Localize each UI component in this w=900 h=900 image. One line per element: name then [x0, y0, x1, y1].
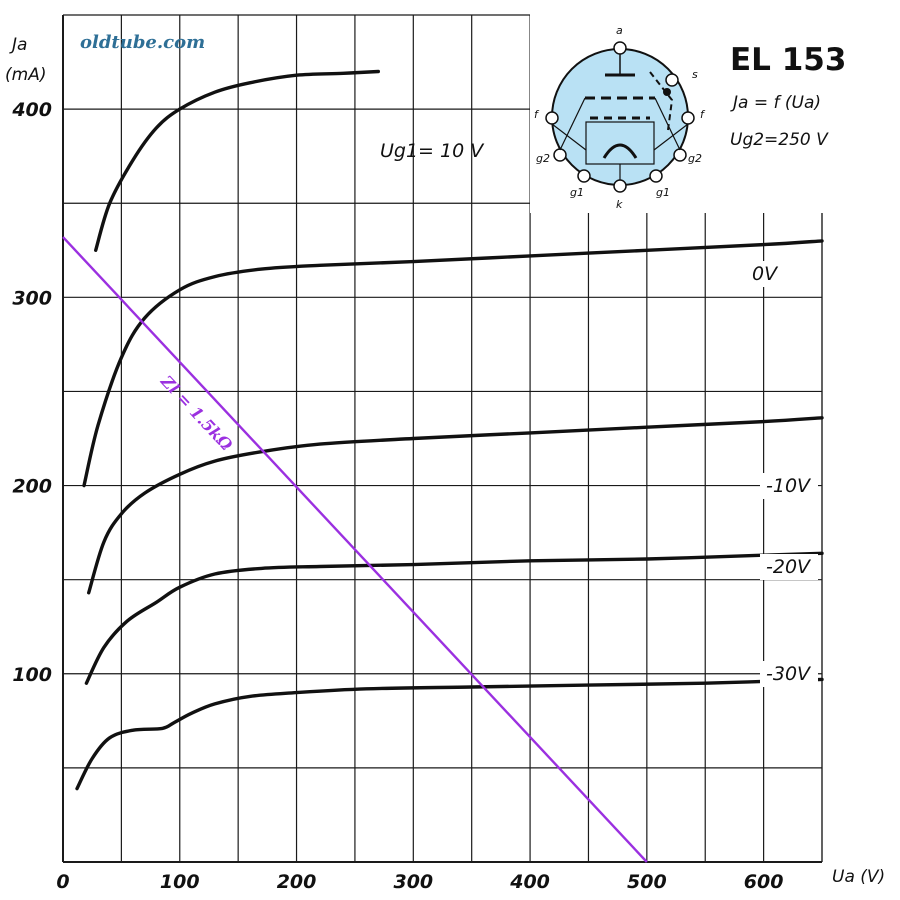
x-tick-label: 600 — [744, 871, 784, 893]
pin-label-s: s — [692, 68, 698, 81]
series-label-background — [746, 261, 804, 287]
legend-box: a s f f g2 g2 g1 g1 k EL 153 Ja = f (Ua)… — [530, 8, 860, 213]
series-line — [84, 551, 824, 685]
series-label: -10V — [766, 475, 812, 497]
x-tick-label: 300 — [393, 871, 433, 893]
series-line — [94, 69, 380, 252]
chart-title: EL 153 — [730, 42, 846, 78]
series-label: -20V — [766, 556, 812, 578]
pin-label-a: a — [616, 24, 623, 37]
pin-label-f-right: f — [700, 108, 706, 121]
series-label: Ug1= 10 V — [380, 140, 485, 162]
series-label: -30V — [766, 663, 812, 685]
x-tick-label: 0 — [56, 871, 69, 893]
load-line — [62, 236, 648, 863]
y-axis-unit: (mA) — [5, 65, 46, 85]
y-tick-label: 100 — [12, 664, 52, 686]
chart-subtitle-line1: Ja = f (Ua) — [730, 93, 821, 113]
x-tick-label: 400 — [509, 871, 550, 893]
series-line — [82, 239, 824, 488]
y-tick-label: 400 — [11, 99, 52, 121]
pin-label-g2-left: g2 — [536, 152, 550, 165]
series-line — [75, 677, 824, 791]
x-tick-label: 100 — [160, 871, 200, 893]
x-tick-label: 500 — [627, 871, 667, 893]
pin-label-f-left: f — [534, 108, 540, 121]
chart-subtitle-line2: Ug2=250 V — [730, 130, 829, 150]
load-line-label: Zl = 1.5kΩ — [156, 371, 236, 455]
x-tick-label: 200 — [277, 871, 317, 893]
x-axis-label: Ua (V) — [832, 867, 885, 887]
y-tick-label: 200 — [12, 476, 52, 498]
series-line — [87, 416, 824, 595]
tube-pinout-icon — [545, 41, 695, 193]
pin-label-g1-left: g1 — [570, 186, 584, 199]
series-label: 0V — [752, 263, 779, 285]
series-label-background — [760, 554, 818, 580]
tick-labels: 0 100 200 300 400 500 600 100 200 300 400 — [11, 99, 783, 893]
pin-label-g1-right: g1 — [656, 186, 670, 199]
y-tick-label: 300 — [12, 287, 52, 309]
series-label-background — [760, 473, 818, 499]
series-label-background — [760, 661, 818, 687]
pin-label-k: k — [616, 198, 623, 211]
pin-label-g2-right: g2 — [688, 152, 702, 165]
series-layer: Ug1= 10 V 0V -10V -20V -30V — [75, 69, 824, 791]
y-axis-label: Ja — [9, 35, 27, 55]
watermark: oldtube.com — [80, 32, 205, 53]
